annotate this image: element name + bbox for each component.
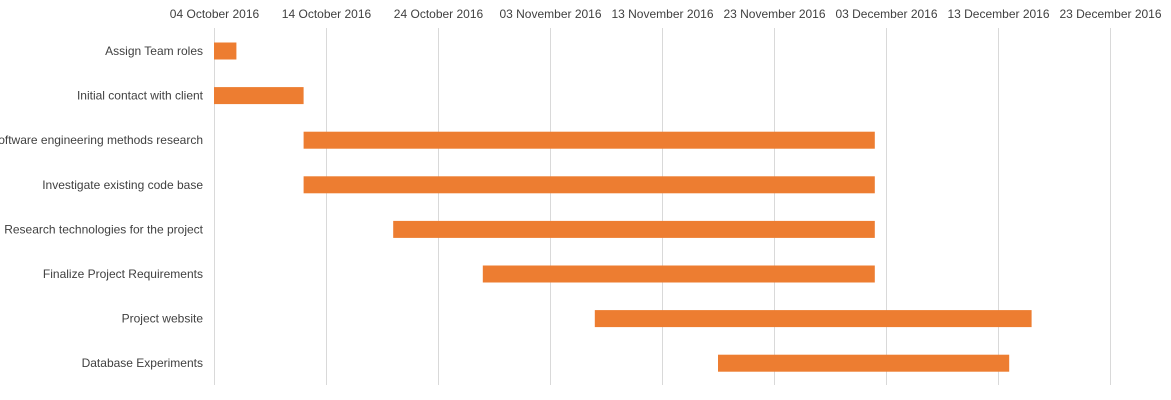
task-label: Project website [122,312,204,326]
x-tick-label: 24 October 2016 [394,7,484,21]
task-bar [393,220,875,238]
task-labels: Assign Team roles Initial contact with cl… [0,44,204,370]
task-label: Software engineering methods research [0,133,203,147]
x-tick-label: 13 December 2016 [947,7,1049,21]
task-bar [482,265,875,283]
task-bar [718,354,1010,372]
task-label: Finalize Project Requirements [43,267,203,281]
x-tick-label: 13 November 2016 [611,7,713,21]
x-tick-label: 03 December 2016 [835,7,937,21]
task-bars [214,42,1032,372]
x-tick-label: 14 October 2016 [282,7,372,21]
x-tick-label: 23 November 2016 [723,7,825,21]
x-tick-label: 04 October 2016 [170,7,260,21]
task-label: Database Experiments [82,356,203,370]
x-tick-label: 03 November 2016 [499,7,601,21]
task-label: Assign Team roles [105,44,203,58]
x-axis-tick-labels: 04 October 2016 14 October 2016 24 October… [170,7,1162,21]
task-bar [303,176,875,194]
task-bar [214,42,237,60]
task-bar [214,87,304,105]
gridlines [214,28,1111,385]
task-bar [594,310,1032,328]
task-label: Investigate existing code base [42,178,203,192]
task-label: Research technologies for the project [4,222,203,236]
x-tick-label: 23 December 2016 [1059,7,1161,21]
task-bar [303,131,875,149]
task-label: Initial contact with client [77,89,204,103]
